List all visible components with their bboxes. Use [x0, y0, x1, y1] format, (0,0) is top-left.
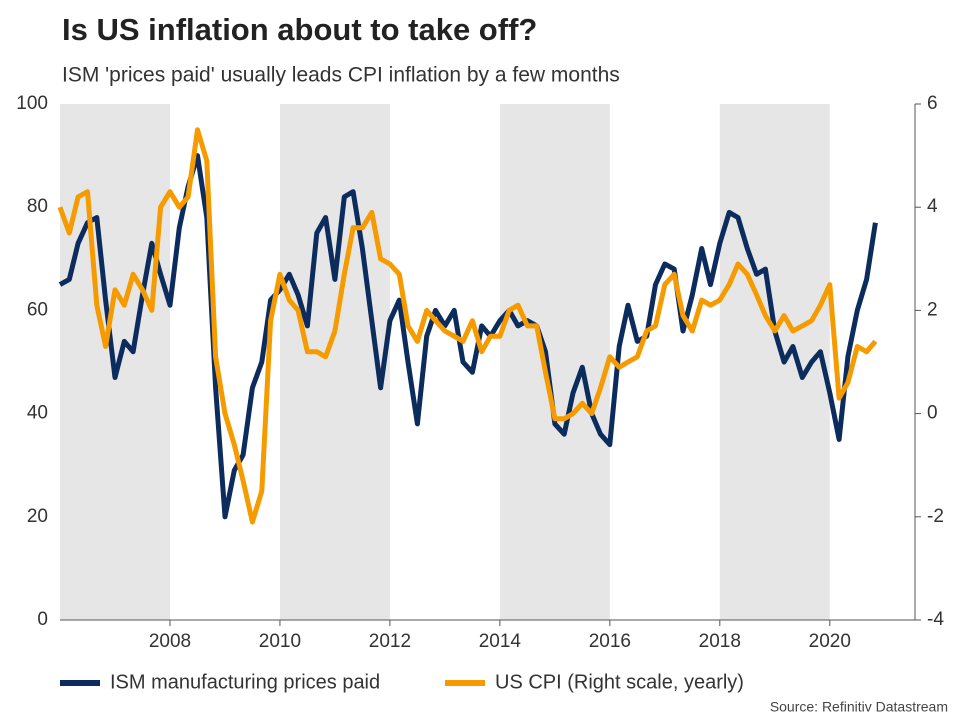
y-tick-label: 20 [27, 506, 48, 527]
y-tick-label: 60 [27, 299, 48, 320]
x-tick-label: 2014 [479, 631, 522, 652]
x-tick-label: 2012 [369, 631, 411, 652]
shaded-period [499, 104, 610, 620]
source: Source: Refinitiv Datastream [770, 699, 948, 715]
y2-tick-label: -4 [927, 609, 944, 630]
y-tick-label: 80 [27, 196, 48, 217]
y-tick-label: 0 [37, 609, 48, 630]
x-tick-label: 2018 [699, 631, 741, 652]
x-tick-label: 2010 [259, 631, 301, 652]
y-tick-label: 100 [16, 93, 48, 114]
y2-tick-label: 4 [927, 196, 938, 217]
chart-subtitle: ISM 'prices paid' usually leads CPI infl… [62, 64, 620, 87]
series-line [57, 127, 878, 525]
chart-title: Is US inflation about to take off? [62, 12, 537, 47]
y2-tick-label: 6 [927, 93, 938, 114]
legend-label: US CPI (Right scale, yearly) [495, 671, 744, 693]
y2-tick-label: -2 [927, 506, 944, 527]
y2-tick-label: 0 [927, 403, 938, 424]
legend-label: ISM manufacturing prices paid [110, 671, 380, 693]
y-tick-label: 40 [27, 403, 48, 424]
series-line [58, 153, 878, 520]
x-tick-label: 2016 [589, 631, 631, 652]
x-tick-label: 2020 [809, 631, 851, 652]
x-tick-label: 2008 [149, 631, 191, 652]
shaded-period [279, 104, 390, 620]
y2-tick-label: 2 [927, 299, 938, 320]
